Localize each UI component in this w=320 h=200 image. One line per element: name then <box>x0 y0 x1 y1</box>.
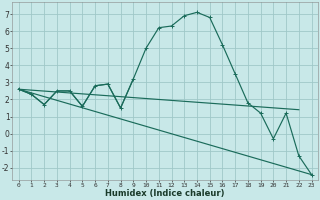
X-axis label: Humidex (Indice chaleur): Humidex (Indice chaleur) <box>105 189 225 198</box>
